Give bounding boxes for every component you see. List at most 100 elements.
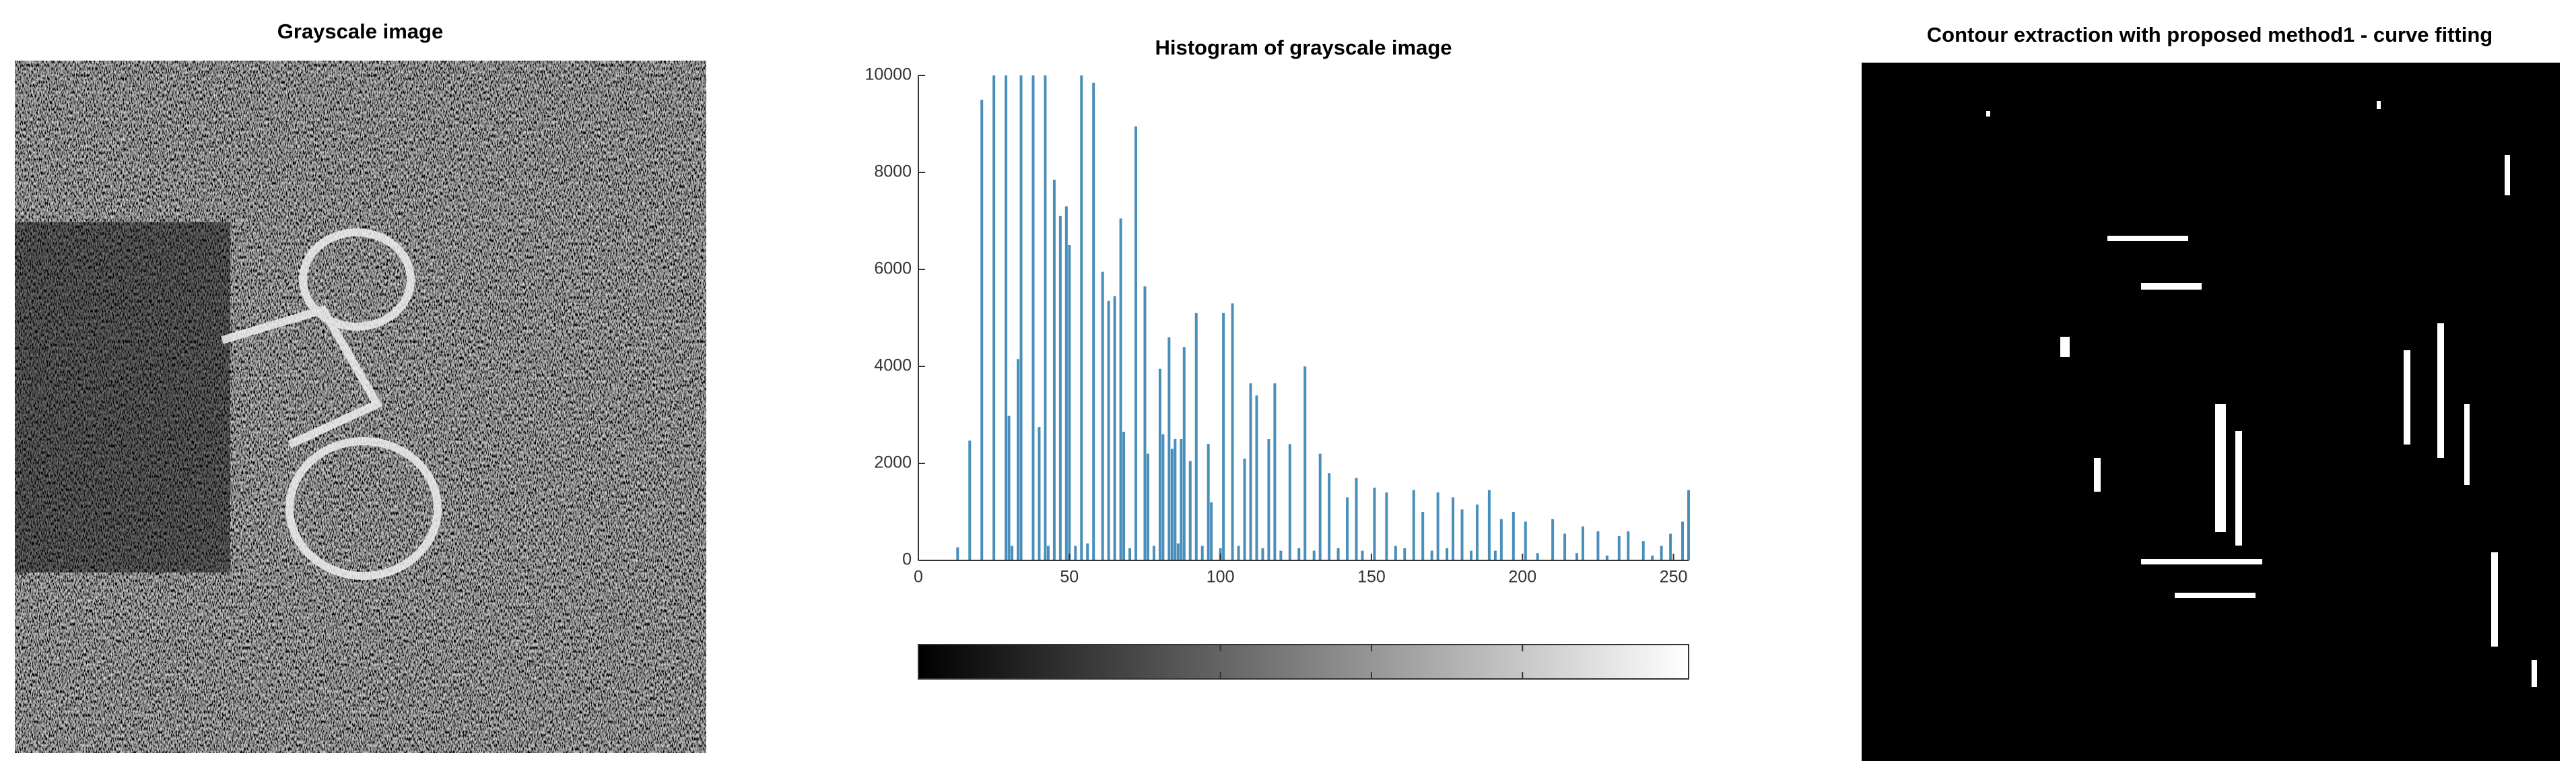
bar: [1627, 531, 1630, 560]
bar: [1297, 548, 1301, 560]
bar: [1174, 439, 1177, 560]
bar: [1267, 439, 1270, 560]
bar: [1318, 453, 1322, 560]
bar: [1681, 521, 1685, 560]
bar: [1207, 444, 1210, 560]
y-tick-label: 2000: [874, 453, 912, 472]
bar: [1182, 347, 1186, 560]
bar: [1107, 300, 1110, 560]
bar: [1237, 546, 1240, 560]
bar: [1101, 271, 1104, 560]
bar: [1355, 478, 1358, 560]
y-tick-label: 4000: [874, 356, 912, 375]
bar: [1180, 439, 1183, 560]
y-tick-label: 10000: [865, 65, 912, 84]
bar: [992, 75, 996, 560]
bar: [1210, 502, 1213, 560]
bar: [1007, 416, 1011, 560]
bar: [1222, 313, 1225, 560]
panel-title: Grayscale image: [277, 20, 443, 43]
bar: [1074, 546, 1077, 560]
bar: [1279, 550, 1283, 560]
x-tick-label: 0: [914, 568, 923, 587]
bar: [1119, 218, 1122, 560]
bar: [1176, 543, 1180, 560]
bar: [1128, 548, 1132, 560]
bar: [1499, 519, 1503, 560]
bar: [1430, 550, 1433, 560]
bar: [1261, 548, 1264, 560]
bar: [1064, 206, 1068, 560]
bar: [1194, 313, 1198, 560]
bar: [1152, 546, 1155, 560]
bar: [1255, 395, 1258, 560]
bar: [1086, 543, 1089, 560]
bar: [1394, 546, 1397, 560]
bar: [956, 547, 959, 560]
bar: [1469, 550, 1472, 560]
bar: [1460, 509, 1464, 560]
bar: [1641, 541, 1645, 560]
bar: [1161, 434, 1165, 560]
bar: [1092, 82, 1095, 561]
bar: [1273, 383, 1277, 560]
bar: [1249, 383, 1252, 560]
bar: [1017, 359, 1020, 560]
bar: [1475, 504, 1479, 560]
bar: [1336, 548, 1340, 560]
bar: [1011, 546, 1014, 560]
bar: [980, 100, 984, 560]
x-tick-label: 150: [1357, 568, 1386, 587]
y-tick-label: 0: [902, 550, 912, 569]
bar: [1167, 337, 1171, 560]
bar: [1412, 490, 1415, 560]
bar: [1536, 553, 1539, 560]
bar: [1038, 427, 1041, 560]
bar: [1551, 519, 1555, 560]
x-tick-label: 250: [1660, 568, 1688, 587]
bar: [1146, 453, 1149, 560]
bar: [1200, 546, 1204, 560]
panel-title: Contour extraction with proposed method1…: [1927, 23, 2493, 46]
bar: [1512, 512, 1515, 560]
y-tick-label: 6000: [874, 259, 912, 278]
grayscale-image: [15, 61, 706, 753]
bar: [1031, 75, 1035, 560]
bar: [1046, 546, 1050, 560]
bar: [1005, 75, 1008, 560]
bar: [1446, 548, 1449, 560]
bar: [1188, 461, 1192, 560]
x-tick-label: 50: [1060, 568, 1079, 587]
bar: [1493, 550, 1497, 560]
bar: [1134, 126, 1138, 561]
x-tick-label: 100: [1207, 568, 1235, 587]
bar: [1563, 533, 1567, 560]
y-tick-label: 8000: [874, 162, 912, 181]
bar: [1487, 490, 1491, 560]
bar: [1328, 473, 1331, 560]
bar: [1687, 490, 1690, 560]
bar: [1651, 555, 1654, 560]
chart-title: Histogram of grayscale image: [1155, 36, 1452, 59]
contour-image: [1862, 63, 2560, 761]
bar: [1288, 444, 1291, 560]
bar: [1605, 555, 1608, 560]
bar: [1158, 368, 1161, 560]
bar: [1581, 526, 1584, 560]
bar: [1052, 179, 1056, 560]
bar: [1524, 521, 1527, 560]
bar: [1403, 548, 1406, 560]
bar: [1660, 546, 1663, 560]
bar: [1385, 492, 1388, 560]
bar: [1044, 75, 1047, 560]
bar: [1122, 432, 1126, 560]
bar: [1361, 550, 1364, 560]
bar: [1231, 303, 1234, 560]
bar: [1303, 366, 1307, 560]
bar: [1143, 286, 1147, 560]
bar: [1068, 245, 1071, 560]
bar: [1170, 449, 1174, 560]
bar: [968, 440, 972, 560]
bar: [1617, 536, 1621, 560]
